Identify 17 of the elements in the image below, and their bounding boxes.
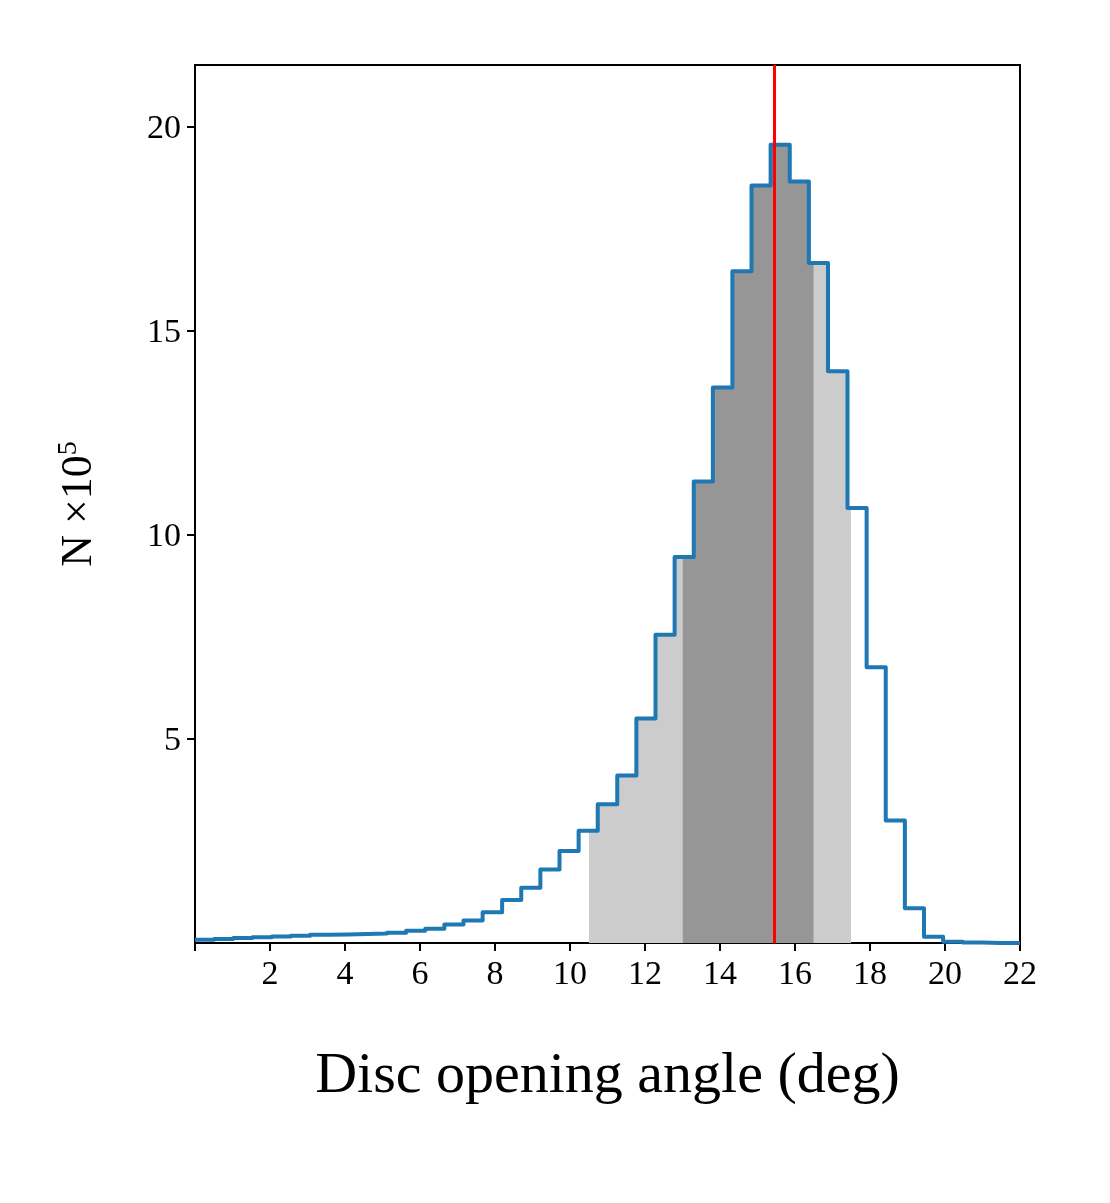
y-tick-label: 5 — [164, 720, 181, 758]
x-tick-label: 18 — [853, 953, 887, 991]
y-axis-title: N ×105 — [50, 441, 101, 567]
y-tick-label: 10 — [147, 516, 181, 554]
x-tick-label: 8 — [486, 953, 504, 991]
y-tick-label: 15 — [147, 311, 181, 349]
x-tick-label: 20 — [928, 953, 962, 991]
x-tick-label: 14 — [703, 953, 737, 991]
x-axis-title: Disc opening angle (deg) — [315, 1039, 900, 1105]
x-tick-label: 12 — [628, 953, 662, 991]
x-tick-label: 6 — [411, 953, 429, 991]
x-tick-label: 2 — [261, 953, 279, 991]
x-tick-label: 4 — [336, 953, 354, 991]
y-tick-label: 20 — [147, 107, 181, 145]
x-tick-label: 10 — [553, 953, 587, 991]
x-tick-label: 16 — [778, 953, 812, 991]
x-tick-label: 22 — [1003, 953, 1037, 991]
